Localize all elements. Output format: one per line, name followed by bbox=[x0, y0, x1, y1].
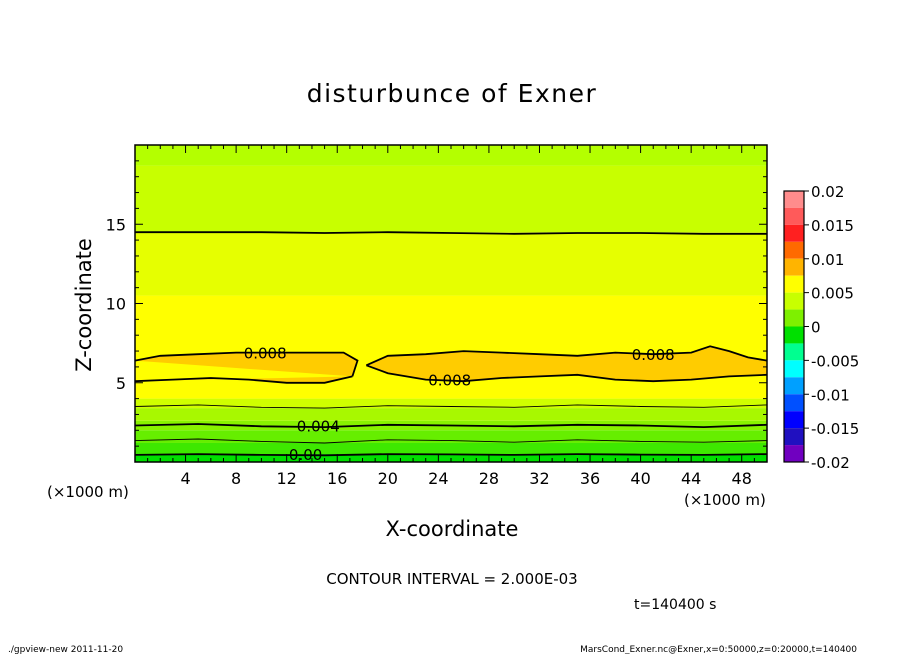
colorbar-cell-12 bbox=[784, 394, 804, 412]
x-tick-label: 36 bbox=[580, 469, 600, 488]
x-tick-label: 48 bbox=[732, 469, 752, 488]
colorbar-cell-6 bbox=[784, 292, 804, 310]
contour-labels: 0.00 0.004 0.008 0.008 0.008 bbox=[244, 345, 675, 464]
fill-band-5 bbox=[135, 398, 767, 409]
contour-label-0.008-2: 0.008 bbox=[632, 346, 675, 364]
footer-left: ./gpview-new 2011-11-20 bbox=[8, 645, 123, 654]
colorbar-cell-14 bbox=[784, 428, 804, 446]
contour-interval-label: CONTOUR INTERVAL = 2.000E-03 bbox=[326, 570, 577, 588]
x-axis-label: X-coordinate bbox=[386, 517, 519, 541]
colorbar-tick-label: -0.01 bbox=[811, 386, 850, 404]
contour-label-0.008-0: 0.008 bbox=[244, 345, 287, 363]
colorbar-tick-label: -0.02 bbox=[811, 454, 850, 472]
y-tick-label: 10 bbox=[106, 295, 126, 314]
colorbar-cell-9 bbox=[784, 343, 804, 361]
footer-right: MarsCond_Exner.nc@Exner,x=0:50000,z=0:20… bbox=[580, 645, 857, 654]
colorbar-tick-label: 0.02 bbox=[811, 183, 844, 201]
colorbar-cell-5 bbox=[784, 275, 804, 293]
colorbar-cell-15 bbox=[784, 445, 804, 462]
fill-band-4 bbox=[135, 408, 767, 421]
colorbar-cell-8 bbox=[784, 326, 804, 344]
colorbar-tick-label: -0.005 bbox=[811, 352, 859, 370]
y-axis-label: Z-coordinate bbox=[72, 238, 96, 372]
colorbar-tick-label: 0.005 bbox=[811, 285, 854, 303]
x-tick-label: 4 bbox=[180, 469, 190, 488]
time-label: t=140400 s bbox=[634, 597, 716, 613]
contour-line-0.004 bbox=[134, 423, 768, 429]
contour-label-0.004: 0.004 bbox=[297, 418, 340, 436]
fill-band-7 bbox=[135, 232, 767, 296]
plot-area bbox=[135, 145, 767, 462]
contour-line-0.008-right bbox=[365, 345, 768, 383]
contour-line-0 bbox=[134, 453, 768, 457]
colorbar-cell-10 bbox=[784, 360, 804, 378]
x-tick-label: 8 bbox=[231, 469, 241, 488]
fill-band-1 bbox=[135, 442, 767, 455]
colorbar-tick-label: 0 bbox=[811, 319, 821, 337]
contour-line-0.008-left bbox=[134, 351, 359, 384]
x-tick-label: 24 bbox=[428, 469, 448, 488]
y-tick-label: 5 bbox=[116, 374, 126, 393]
contour-label-0.008-1: 0.008 bbox=[428, 372, 471, 390]
colorbar bbox=[783, 190, 805, 463]
colorbar-tick-label: 0.015 bbox=[811, 217, 854, 235]
colorbar-cell-7 bbox=[784, 309, 804, 327]
chart-title: disturbunce of Exner bbox=[307, 79, 598, 108]
colorbar-tick-label: -0.015 bbox=[811, 420, 859, 438]
colorbar-tick-labels: 0.02 0.015 0.01 0.005 0 -0.005 -0.01 -0.015 -0.0… bbox=[804, 183, 859, 472]
contour-line-0.002 bbox=[134, 438, 768, 444]
x-tick-label: 40 bbox=[630, 469, 650, 488]
x-tick-label: 28 bbox=[479, 469, 499, 488]
fill-band-2 bbox=[135, 430, 767, 443]
x-unit-label-left: (×1000 m) bbox=[47, 483, 129, 501]
fill-region-008-right bbox=[366, 346, 767, 382]
colorbar-cell-2 bbox=[784, 224, 804, 242]
colorbar-tick-label: 0.01 bbox=[811, 251, 844, 269]
colorbar-cell-11 bbox=[784, 377, 804, 395]
fill-band-8 bbox=[135, 165, 767, 233]
colorbar-cell-13 bbox=[784, 411, 804, 429]
colorbar-cell-4 bbox=[784, 258, 804, 276]
x-tick-label: 20 bbox=[378, 469, 398, 488]
contour-label-0: 0.00 bbox=[289, 446, 322, 464]
x-tick-label: 32 bbox=[529, 469, 549, 488]
colorbar-cell-1 bbox=[784, 207, 804, 225]
x-tick-label: 44 bbox=[681, 469, 701, 488]
contour-lines bbox=[134, 231, 768, 457]
contour-line-0.01 bbox=[135, 231, 767, 235]
x-unit-label-right: (×1000 m) bbox=[684, 491, 766, 509]
y-tick-label: 15 bbox=[106, 215, 126, 234]
colorbar-cell-3 bbox=[784, 241, 804, 259]
fill-region-008-left bbox=[135, 352, 358, 383]
fill-band-9 bbox=[135, 145, 767, 166]
x-tick-label: 12 bbox=[277, 469, 297, 488]
x-tick-label: 16 bbox=[327, 469, 347, 488]
colorbar-cell-0 bbox=[784, 191, 804, 208]
contour-line-0.006 bbox=[134, 404, 768, 409]
